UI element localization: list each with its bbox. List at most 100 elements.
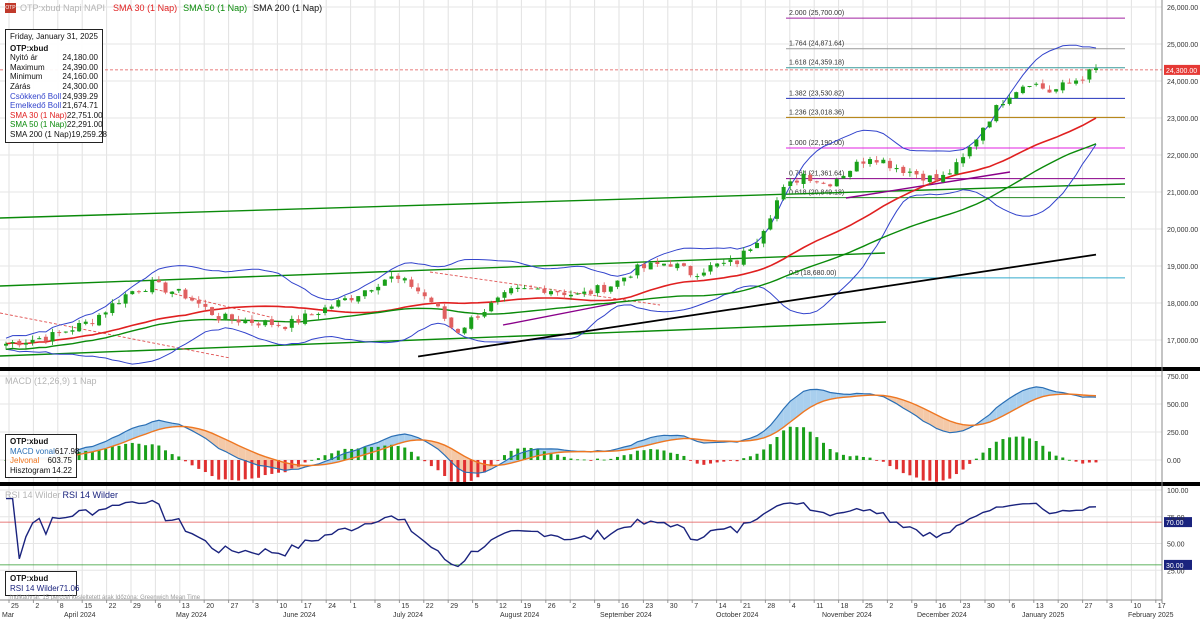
macd-histogram-bar [954,460,958,475]
candle-up [894,167,899,170]
macd-histogram-bar [1014,436,1018,460]
macd-histogram-bar [808,431,812,460]
macd-histogram-bar [675,453,679,460]
candle-up [881,159,886,164]
macd-fill [524,450,532,460]
date-tick-label: 21 [743,603,751,610]
macd-panel[interactable] [4,386,1098,486]
rsi-lower-badge [1164,559,1192,570]
rsi-box-symbol: OTP:xbud [10,574,49,583]
macd-histogram-bar [250,460,254,479]
candle-up [974,139,979,147]
macd-histogram-bar [941,460,945,481]
macd-fill [949,421,957,433]
price-panel[interactable]: 2.000 (25,700.00) 1.764 (24,871.64) 1.618 … [0,10,1200,365]
macd-histogram-bar [762,449,766,460]
candle-up [774,200,779,219]
rsi-upper-badge [1164,517,1192,528]
macd-histogram-bar [795,427,799,460]
macd-histogram-bar [90,451,94,460]
candle-up [150,280,155,293]
sma30-legend[interactable]: SMA 30 (1 Nap) [113,3,178,13]
macd-fill [438,442,445,456]
trend-line [502,302,617,326]
macd-fill [477,462,485,474]
candle-down [1067,82,1072,84]
macd-histogram-bar [117,445,121,460]
date-tick-label: 9 [914,603,918,610]
macd-histogram-bar [875,460,879,461]
macd-histogram-bar [416,456,420,460]
macd-histogram-bar [728,460,732,461]
candle-down [914,170,919,175]
macd-histogram-bar [1034,440,1038,460]
candle-down [588,290,593,294]
candle-down [934,174,939,181]
macd-histogram-bar [582,459,586,461]
candle-down [216,316,221,321]
candle-up [535,288,540,290]
info-value: 19,259.28 [71,129,107,139]
candle-down [821,182,826,184]
candle-up [502,292,507,298]
candle-down [196,300,201,304]
macd-histogram-bar [336,450,340,460]
candle-up [801,173,806,184]
candle-up [595,285,600,294]
candle-up [382,279,387,286]
candle-up [927,175,932,182]
price-axis-label: 18,000.00 [1167,301,1198,308]
rsi-lower-badge-label: 30.00 [1166,563,1184,570]
macd-histogram-bar [556,454,560,460]
macd-fill [929,411,937,429]
date-tick-label: 12 [499,603,507,610]
macd-histogram-bar [1081,460,1085,464]
rsi-axis-label: 75.00 [1167,515,1185,522]
candle-down [735,260,740,265]
macd-histogram-bar [742,458,746,460]
rsi-panel[interactable]: 70.00 30.00 [0,497,1192,570]
macd-fill [1036,386,1043,399]
date-tick-label: 29 [450,603,458,610]
macd-box-label: Jelvonal [10,456,40,466]
macd-fill [757,431,764,440]
macd-histogram-bar [669,452,673,460]
info-row: Zárás 24,300.00 [10,82,98,92]
macd-fill [251,451,259,466]
candle-down [190,297,195,301]
info-symbol: OTP:xbud [10,43,49,53]
macd-histogram-bar [396,446,400,460]
macd-axis-label: 0.00 [1167,458,1181,465]
macd-fill [285,462,292,471]
month-label: February 2025 [1128,612,1174,619]
price-axis-label: 20,000.00 [1167,227,1198,234]
macd-histogram-bar [921,460,925,481]
macd-histogram-bar [948,460,952,479]
macd-fill [1049,389,1057,396]
candle-down [1047,89,1052,93]
candle-up [469,317,474,329]
macd-histogram-bar [835,452,839,460]
macd-histogram-bar [822,442,825,460]
date-tick-label: 30 [987,603,995,610]
macd-fill [770,417,777,436]
candle-down [529,288,534,290]
candle-up [628,276,633,278]
macd-histogram-bar [409,451,413,460]
macd-fill [816,389,824,404]
candle-up [482,311,487,317]
macd-fill [776,408,784,432]
candle-up [549,291,553,295]
info-date: Friday, January 31, 2025 [10,32,98,41]
macd-histogram-bar [1001,439,1005,460]
sma200-legend[interactable]: SMA 200 (1 Nap) [253,3,323,13]
sma50-legend[interactable]: SMA 50 (1 Nap) [183,3,248,13]
candle-down [229,314,234,320]
candle-up [967,146,972,157]
date-tick-label: 30 [670,603,678,610]
macd-box-value: 603.75 [47,456,72,466]
candle-up [648,262,653,270]
candle-up [715,263,720,267]
macd-histogram-bar [1041,445,1045,460]
